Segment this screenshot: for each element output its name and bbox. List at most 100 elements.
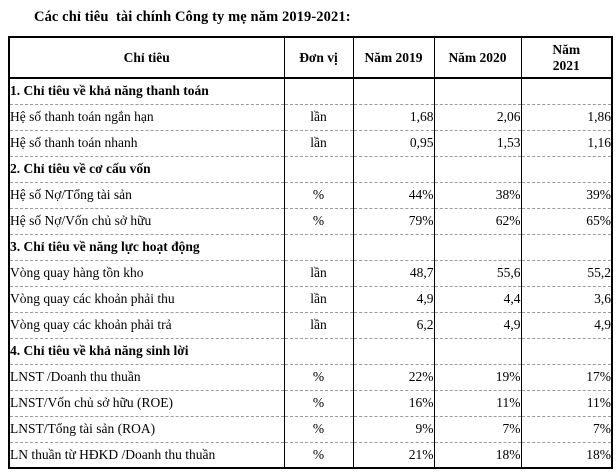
value-cell-2021: 7% [520, 415, 613, 442]
section-header-label: 3. Chỉ tiêu về năng lực hoạt động [8, 233, 285, 260]
empty-cell [283, 77, 354, 104]
column-header-label: Năm 2021 [552, 41, 581, 73]
table-row: Hệ số thanh toán nhanh lần 0,95 1,53 1,16 [8, 129, 613, 156]
table-row: LNST/Tổng tài sản (ROA)% 9% 7% 7% [8, 415, 613, 442]
empty-cell [433, 337, 522, 364]
unit-cell: lần [283, 259, 354, 286]
value-cell-2019: 0,95 [352, 129, 435, 156]
table-row: Hệ số Nợ/Vốn chủ sở hữu% 79% 62% 65% [8, 207, 613, 234]
value-cell-2020: 18% [433, 441, 522, 468]
value-cell-2020: 11% [433, 389, 522, 416]
empty-cell [352, 77, 435, 104]
value-cell-2021: 65% [520, 207, 613, 234]
table-body: 1. Chỉ tiêu về khả năng thanh toán Hệ số … [8, 77, 613, 468]
value-cell-2019: 1,68 [352, 103, 435, 130]
value-cell-2020: 38% [433, 181, 522, 208]
empty-cell [352, 233, 435, 260]
value-cell-2021: 4,9 [520, 311, 613, 338]
page-title: Các chỉ tiêu tài chính Công ty mẹ năm 20… [34, 9, 351, 25]
value-cell-2019: 21% [352, 441, 435, 468]
empty-cell [433, 233, 522, 260]
indicator-cell: Vòng quay hàng tồn kho [8, 259, 285, 286]
empty-cell [433, 155, 522, 182]
table-row: Vòng quay các khoản phải thu lần 4,9 4,4 3,6 [8, 285, 613, 312]
column-header-year-2020: Năm 2020 [433, 37, 522, 79]
value-cell-2020: 19% [433, 363, 522, 390]
unit-cell: % [283, 441, 354, 468]
table-row: Vòng quay các khoản phải trả lần 6,2 4,9 4,9 [8, 311, 613, 338]
empty-cell [433, 77, 522, 104]
value-cell-2020: 62% [433, 207, 522, 234]
unit-cell: % [283, 181, 354, 208]
column-header-label: Chỉ tiêu [123, 49, 170, 65]
indicator-cell: Hệ số thanh toán ngắn hạn [8, 103, 285, 130]
section-header-row: 1. Chỉ tiêu về khả năng thanh toán [8, 77, 613, 104]
table-row: LNST /Doanh thu thuần% 22% 19% 17% [8, 363, 613, 390]
indicator-cell: Vòng quay các khoản phải trả [8, 311, 285, 338]
column-header-label: Năm 2019 [364, 49, 423, 65]
table-row: Hệ số thanh toán ngắn hạn lần 1,68 2,06 1,86 [8, 103, 613, 130]
column-header-unit: Đơn vị [283, 37, 354, 79]
value-cell-2019: 79% [352, 207, 435, 234]
value-cell-2021: 18% [520, 441, 613, 468]
column-header-year-2021: Năm 2021 [520, 37, 613, 79]
column-header-label: Năm 2020 [448, 49, 507, 65]
empty-cell [520, 77, 613, 104]
column-header-indicator: Chỉ tiêu [8, 37, 285, 79]
indicator-cell: Hệ số Nợ/Tổng tài sản [8, 181, 285, 208]
value-cell-2019: 6,2 [352, 311, 435, 338]
document-page: Các chỉ tiêu tài chính Công ty mẹ năm 20… [0, 9, 616, 475]
value-cell-2021: 39% [520, 181, 613, 208]
value-cell-2019: 44% [352, 181, 435, 208]
column-header-year-2019: Năm 2019 [352, 37, 435, 79]
value-cell-2019: 22% [352, 363, 435, 390]
value-cell-2021: 1,86 [520, 103, 613, 130]
section-header-row: 4. Chỉ tiêu về khả năng sinh lời [8, 337, 613, 364]
section-header-label: 1. Chỉ tiêu về khả năng thanh toán [8, 77, 285, 104]
value-cell-2021: 17% [520, 363, 613, 390]
empty-cell [352, 337, 435, 364]
unit-cell: % [283, 363, 354, 390]
unit-cell: % [283, 415, 354, 442]
section-header-row: 2. Chỉ tiêu về cơ cấu vốn [8, 155, 613, 182]
unit-cell: % [283, 389, 354, 416]
empty-cell [520, 155, 613, 182]
empty-cell [283, 155, 354, 182]
column-header-label: Đơn vị [299, 49, 338, 65]
financial-indicators-table: Chỉ tiêu Đơn vị Năm 2019 Năm 2020 Năm 20… [8, 36, 613, 469]
empty-cell [520, 233, 613, 260]
section-header-label: 2. Chỉ tiêu về cơ cấu vốn [8, 155, 285, 182]
unit-cell: % [283, 207, 354, 234]
value-cell-2021: 1,16 [520, 129, 613, 156]
value-cell-2020: 7% [433, 415, 522, 442]
table-row: Hệ số Nợ/Tổng tài sản% 44% 38% 39% [8, 181, 613, 208]
value-cell-2021: 11% [520, 389, 613, 416]
value-cell-2021: 55,2 [520, 259, 613, 286]
indicator-cell: Vòng quay các khoản phải thu [8, 285, 285, 312]
indicator-cell: LNST/Vốn chủ sở hữu (ROE) [8, 389, 285, 416]
value-cell-2019: 9% [352, 415, 435, 442]
value-cell-2020: 4,9 [433, 311, 522, 338]
section-header-row: 3. Chỉ tiêu về năng lực hoạt động [8, 233, 613, 260]
table-row: Vòng quay hàng tồn kho lần 48,7 55,6 55,2 [8, 259, 613, 286]
header-row: Chỉ tiêu Đơn vị Năm 2019 Năm 2020 Năm 20… [8, 37, 613, 79]
indicator-cell: LN thuần từ HĐKD /Doanh thu thuần [8, 441, 285, 468]
empty-cell [283, 233, 354, 260]
empty-cell [352, 155, 435, 182]
unit-cell: lần [283, 285, 354, 312]
value-cell-2020: 4,4 [433, 285, 522, 312]
empty-cell [520, 337, 613, 364]
value-cell-2019: 4,9 [352, 285, 435, 312]
unit-cell: lần [283, 103, 354, 130]
unit-cell: lần [283, 311, 354, 338]
table-row: LNST/Vốn chủ sở hữu (ROE)% 16% 11% 11% [8, 389, 613, 416]
unit-cell: lần [283, 129, 354, 156]
value-cell-2020: 1,53 [433, 129, 522, 156]
value-cell-2020: 55,6 [433, 259, 522, 286]
empty-cell [283, 337, 354, 364]
value-cell-2021: 3,6 [520, 285, 613, 312]
indicator-cell: LNST/Tổng tài sản (ROA) [8, 415, 285, 442]
table-row: LN thuần từ HĐKD /Doanh thu thuần% 21% 18%… [8, 441, 613, 468]
value-cell-2019: 16% [352, 389, 435, 416]
value-cell-2020: 2,06 [433, 103, 522, 130]
